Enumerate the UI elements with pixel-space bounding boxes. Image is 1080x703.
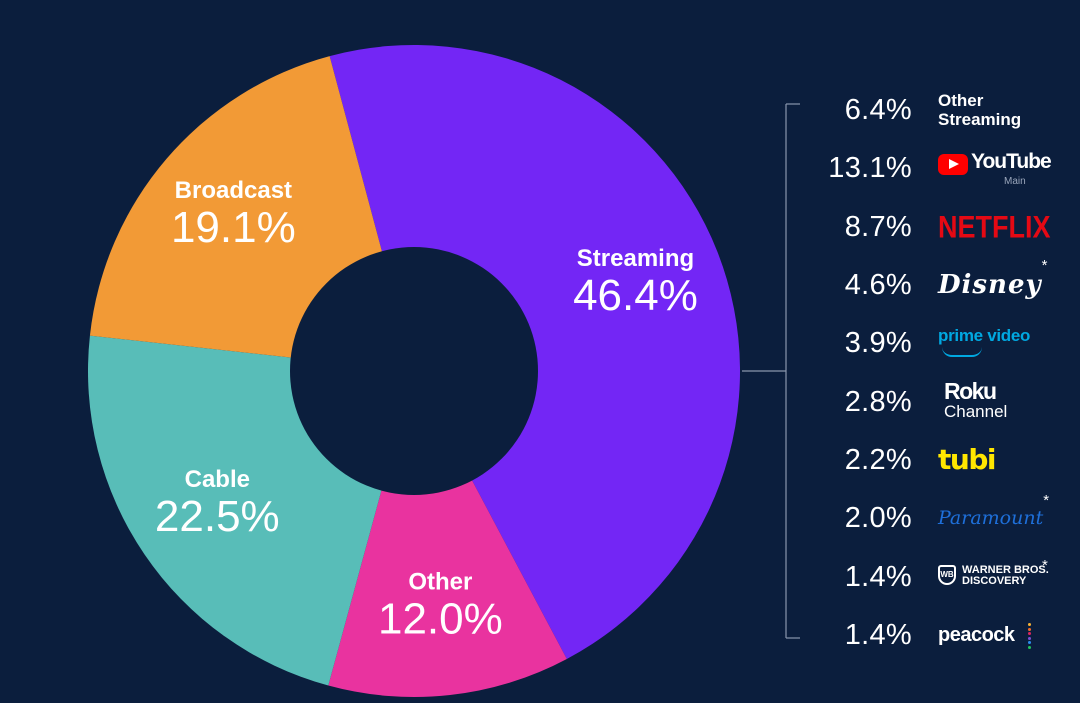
legend-row-netflix: 8.7% NETFLIX (820, 205, 1070, 249)
asterisk-note: * (1042, 557, 1048, 574)
legend-bracket (742, 103, 800, 639)
paramount-logo: Paramount* (938, 492, 1050, 529)
slice-other (328, 371, 567, 697)
peacock-dot (1028, 632, 1031, 635)
asterisk-note: * (1041, 257, 1048, 274)
warner-bros-discovery-logo: WB WARNER BROS. DISCOVERY * (938, 555, 1068, 599)
peacock-dot (1028, 645, 1031, 649)
peacock-dots-icon (1028, 623, 1031, 649)
netflix-logo: NETFLIX (938, 209, 1051, 245)
roku-channel-logo: Roku Channel (944, 378, 1008, 421)
peacock-logo: peacock (938, 613, 1068, 657)
legend-row-disney: 4.6% Disney* (820, 257, 1070, 307)
donut-hole (290, 247, 538, 495)
legend-value: 6.4% (844, 94, 912, 126)
disney-logo: Disney* (938, 257, 1048, 300)
legend-row-peacock: 1.4% peacock (820, 613, 1070, 657)
slice-label-streaming: Streaming (577, 245, 694, 272)
legend-row-tubi: 2.2% tubi (820, 438, 1070, 482)
peacock-dot (1028, 623, 1031, 626)
legend-value: 2.8% (844, 386, 912, 418)
legend-value: 1.4% (844, 561, 912, 593)
legend-value: 3.9% (844, 327, 912, 359)
peacock-dot (1028, 636, 1031, 640)
slice-value-streaming: 46.4% (573, 271, 698, 320)
legend-row-other-streaming: 6.4% Other Streaming (820, 88, 1070, 132)
legend-row-warner-bros: 1.4% WB WARNER BROS. DISCOVERY * (820, 555, 1070, 599)
peacock-dot (1028, 641, 1031, 644)
youtube-play-icon (938, 154, 968, 175)
wb-shield-icon: WB (938, 565, 956, 585)
legend-row-youtube: 13.1% YouTube Main (820, 146, 1070, 190)
slice-label-broadcast: Broadcast (175, 177, 292, 204)
legend-row-paramount: 2.0% Paramount* (820, 492, 1070, 540)
prime-video-logo: prime video (938, 321, 1068, 365)
peacock-dot (1028, 627, 1031, 631)
amazon-smile-icon (942, 347, 982, 357)
legend-value: 2.2% (844, 444, 912, 476)
slice-label-cable: Cable (185, 466, 250, 493)
legend-row-prime-video: 3.9% prime video (820, 321, 1070, 365)
other-streaming-label: Other Streaming (938, 91, 1022, 129)
slice-value-cable: 22.5% (155, 492, 280, 541)
slice-value-other: 12.0% (378, 595, 503, 644)
legend-value: 8.7% (844, 211, 912, 243)
legend-value: 2.0% (844, 502, 912, 534)
youtube-logo: YouTube Main (938, 146, 1068, 190)
legend-value: 4.6% (844, 269, 912, 301)
legend-value: 1.4% (844, 619, 912, 651)
tubi-logo: tubi (938, 443, 996, 476)
asterisk-note: * (1043, 492, 1050, 509)
slice-label-other: Other (408, 569, 472, 596)
legend-value: 13.1% (828, 152, 912, 184)
legend-row-roku: 2.8% Roku Channel (820, 378, 1070, 424)
slice-value-broadcast: 19.1% (171, 203, 296, 252)
